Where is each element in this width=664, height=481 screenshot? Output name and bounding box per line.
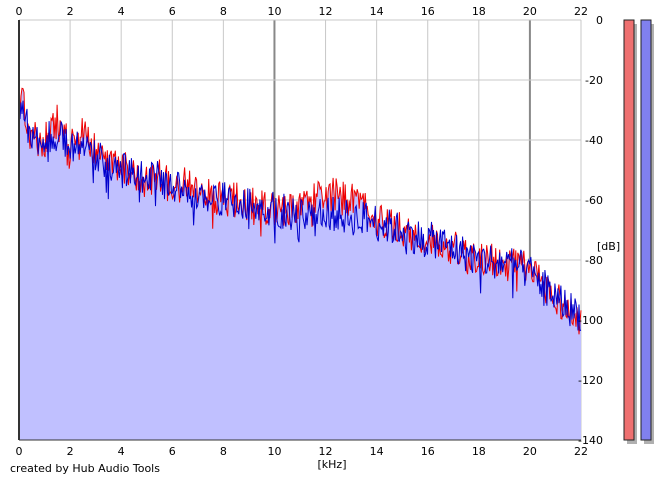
y-tick-label-5: -100: [578, 314, 603, 327]
x-tick-label-bottom-10: 20: [523, 445, 537, 458]
plot-area: 002244668810101212141416161818202022220-…: [16, 5, 604, 458]
y-tick-label-0: 0: [596, 14, 603, 27]
x-tick-label-bottom-4: 8: [220, 445, 227, 458]
y-tick-label-6: -120: [578, 374, 603, 387]
x-tick-label-top-3: 6: [169, 5, 176, 18]
credit-text: created by Hub Audio Tools: [10, 462, 160, 475]
x-tick-label-top-5: 10: [267, 5, 281, 18]
y-tick-label-3: -60: [585, 194, 603, 207]
x-tick-label-top-0: 0: [16, 5, 23, 18]
x-tick-label-bottom-5: 10: [267, 445, 281, 458]
x-axis-label: [kHz]: [318, 458, 347, 471]
x-tick-label-top-11: 22: [574, 5, 588, 18]
y-tick-label-1: -20: [585, 74, 603, 87]
level-meters: [623, 19, 654, 444]
x-tick-label-bottom-8: 16: [421, 445, 435, 458]
x-tick-label-top-1: 2: [67, 5, 74, 18]
x-tick-label-bottom-6: 12: [319, 445, 333, 458]
y-tick-label-7: -140: [578, 434, 603, 447]
series-line-1: [18, 99, 582, 332]
x-tick-label-bottom-9: 18: [472, 445, 486, 458]
x-tick-label-bottom-1: 2: [67, 445, 74, 458]
x-tick-label-bottom-11: 22: [574, 445, 588, 458]
series-line-0: [18, 71, 582, 335]
y-tick-label-4: -80: [585, 254, 603, 267]
level-meter-right: [640, 19, 652, 441]
level-meter-left: [623, 19, 635, 441]
x-tick-label-bottom-2: 4: [118, 445, 125, 458]
y-axis-label: [dB]: [597, 240, 620, 253]
x-tick-label-top-8: 16: [421, 5, 435, 18]
x-tick-label-bottom-7: 14: [370, 445, 384, 458]
y-tick-label-2: -40: [585, 134, 603, 147]
x-tick-label-top-10: 20: [523, 5, 537, 18]
x-tick-label-top-9: 18: [472, 5, 486, 18]
x-tick-label-bottom-0: 0: [16, 445, 23, 458]
x-tick-label-top-2: 4: [118, 5, 125, 18]
x-tick-label-top-6: 12: [319, 5, 333, 18]
x-tick-label-bottom-3: 6: [169, 445, 176, 458]
x-tick-label-top-4: 8: [220, 5, 227, 18]
x-tick-label-top-7: 14: [370, 5, 384, 18]
